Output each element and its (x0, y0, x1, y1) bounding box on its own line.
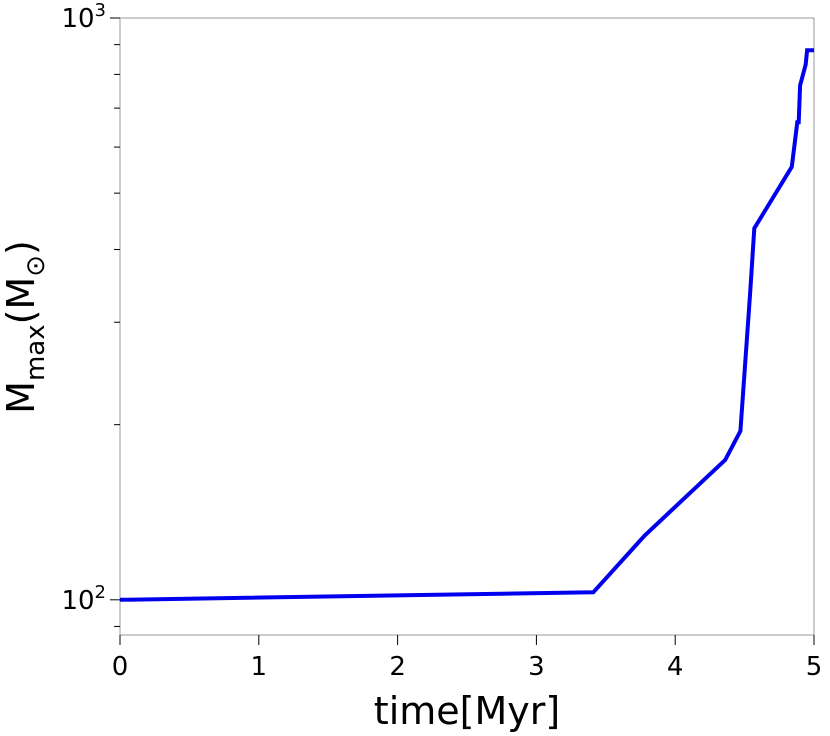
y-axis-title-symbol: ⊙ (21, 255, 51, 277)
series-layer (119, 48, 814, 602)
y-axis-title-open: (M (0, 277, 43, 325)
y-axis-title: Mmax(M⊙) (0, 240, 51, 414)
plot-frame (119, 17, 815, 636)
y-tick-label-base-0: 10 (61, 586, 94, 616)
x-axis-title: time[Myr] (374, 689, 560, 733)
y-tick-label-base-1: 10 (61, 4, 94, 34)
series-line-0 (119, 48, 814, 602)
y-axis-title-main: M (0, 381, 43, 414)
y-tick-label-1: 103 (61, 0, 106, 34)
axis-ticks (110, 17, 815, 645)
x-tick-label-4: 4 (667, 652, 684, 682)
y-tick-label-0: 102 (61, 582, 106, 616)
x-tick-label-1: 1 (251, 652, 268, 682)
x-tick-label-3: 3 (528, 652, 545, 682)
x-tick-label-0: 0 (112, 652, 129, 682)
y-axis-title-sub: max (21, 324, 51, 381)
y-tick-label-exp-1: 3 (95, 0, 106, 21)
x-tick-label-5: 5 (806, 652, 823, 682)
x-tick-label-2: 2 (389, 652, 406, 682)
y-axis-title-close: ) (0, 240, 43, 255)
y-tick-label-exp-0: 2 (95, 582, 106, 603)
